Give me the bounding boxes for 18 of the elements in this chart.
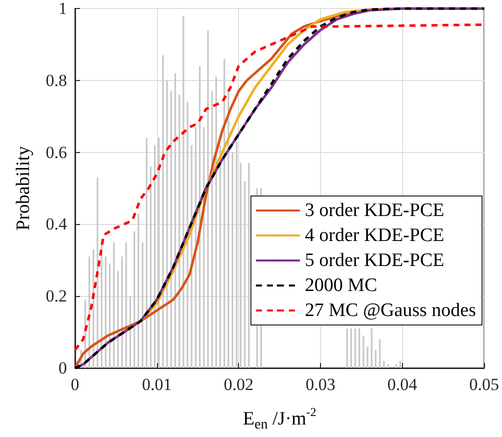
- y-tick-label: 0.2: [46, 286, 67, 306]
- legend-label: 5 order KDE-PCE: [304, 250, 444, 271]
- x-tick-label: 0.05: [469, 375, 499, 394]
- x-tick-label: 0.04: [387, 375, 418, 394]
- legend-label: 2000 MC: [304, 275, 378, 296]
- y-tick-label: 0.8: [46, 70, 67, 90]
- y-tick-label: 0.4: [46, 214, 68, 234]
- legend-label: 3 order KDE-PCE: [304, 200, 444, 221]
- y-tick-label: 0.6: [46, 142, 67, 162]
- x-tick-label: 0.01: [142, 375, 172, 394]
- y-axis-title: Probability: [13, 146, 34, 230]
- legend-label: 27 MC @Gauss nodes: [304, 300, 476, 321]
- y-tick-label: 1: [58, 0, 67, 18]
- x-tick-label: 0.03: [306, 375, 336, 394]
- legend-label: 4 order KDE-PCE: [304, 225, 444, 246]
- x-tick-label: 0.02: [224, 375, 254, 394]
- y-tick-label: 0: [58, 358, 67, 378]
- x-tick-label: 0: [70, 375, 80, 394]
